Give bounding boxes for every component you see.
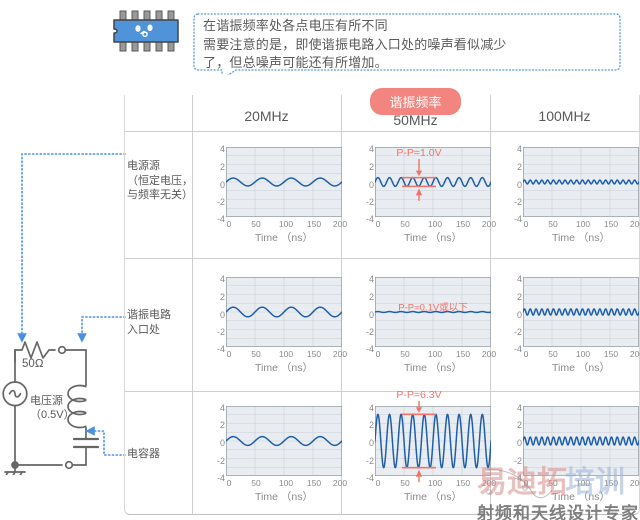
svg-text:培训: 培训 xyxy=(565,465,625,499)
